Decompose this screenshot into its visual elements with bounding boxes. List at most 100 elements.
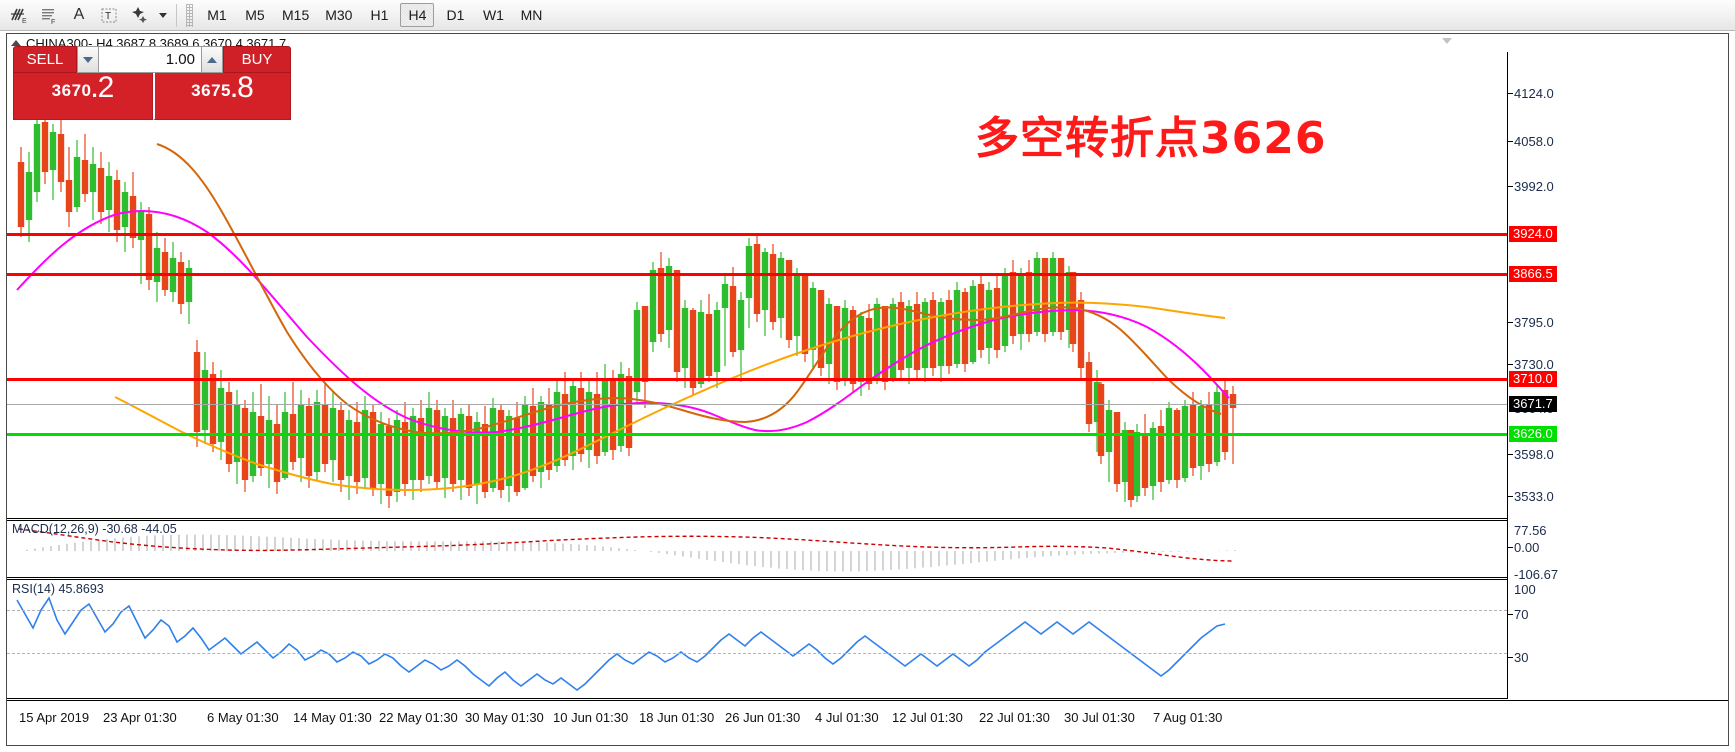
tick-mark [1508,93,1513,94]
collapse-triangle-icon[interactable] [11,40,21,46]
tick-mark [1508,496,1513,497]
time-label: 12 Jul 01:30 [892,710,963,725]
ma-gold-line [114,301,1226,492]
rsi-series [16,596,1226,691]
timeframe-h4[interactable]: H4 [400,3,435,27]
price-plot-area [7,52,1507,518]
indicators-icon[interactable]: E [4,2,34,29]
macd-plot-area [7,521,1507,577]
timeframe-d1[interactable]: D1 [446,7,465,23]
ma-orange-line [156,143,1222,435]
time-label: 10 Jun 01:30 [553,710,629,725]
rsi-line [16,596,1226,691]
tick-mark [1508,364,1513,365]
rsi-indicator-label: RSI(14) 45.8693 [12,582,104,596]
macd-series [18,528,1236,572]
level-line-3866[interactable] [7,273,1507,276]
tick-mark [1508,547,1513,548]
time-label: 30 May 01:30 [465,710,544,725]
text-icon[interactable]: A [73,6,85,23]
buy-price-integer: 3675 [191,81,231,100]
macd-pane[interactable]: MACD(12,26,9) -30.68 -44.05 [7,520,1507,578]
rsi-tick-100: 100 [1514,582,1536,597]
buy-price-display[interactable]: 3675 . 8 [153,73,291,120]
level-line-3924[interactable] [7,233,1507,236]
macd-tick-min: -106.67 [1514,567,1559,582]
time-label: 22 May 01:30 [379,710,458,725]
timeframe-m5[interactable]: M5 [245,7,265,23]
trade-panel-prices: 3670 . 2 3675 . 8 [13,73,291,120]
chevron-up-icon [207,56,217,63]
time-label: 14 May 01:30 [293,710,372,725]
sell-button[interactable]: SELL [13,46,77,73]
buy-button[interactable]: BUY [223,46,291,73]
time-label: 6 May 01:30 [207,710,279,725]
volume-increment-button[interactable] [201,46,223,73]
toolbar-divider [176,3,177,27]
price-pane[interactable] [7,52,1507,519]
price-tick-4124: 4124.0 [1514,86,1554,101]
sell-price-decimal: 2 [97,71,115,104]
macd-indicator-label: MACD(12,26,9) -30.68 -44.05 [12,522,177,536]
time-label: 4 Jul 01:30 [815,710,879,725]
rsi-level-70-line [7,610,1507,611]
toolbar-gripper[interactable] [186,3,193,27]
grid-icon[interactable]: F [34,2,64,29]
timeframe-m30[interactable]: M30 [325,7,353,23]
trade-panel-controls: SELL 1.00 BUY [13,46,291,73]
rsi-tick-30: 30 [1514,650,1529,665]
volume-decrement-button[interactable] [77,46,99,73]
price-tick-3795: 3795.0 [1514,315,1554,330]
ma-magenta-line [16,210,1230,434]
price-tag-3626[interactable]: 3626.0 [1509,426,1557,442]
timeframe-mn[interactable]: MN [520,7,543,23]
rsi-pane[interactable]: RSI(14) 45.8693 [7,579,1507,699]
tick-mark [1508,141,1513,142]
tick-mark [1508,186,1513,187]
price-tag-3866[interactable]: 3866.5 [1509,266,1557,282]
time-label: 15 Apr 2019 [19,710,90,725]
current-price-tag[interactable]: 3671.7 [1509,396,1557,412]
price-tick-3730: 3730.0 [1514,357,1554,372]
current-price-line [7,404,1507,405]
timeframe-h1[interactable]: H1 [370,7,389,23]
one-click-trading-panel: SELL 1.00 BUY 3670 . 2 3675 . [13,46,291,120]
chevron-down-icon [159,12,167,18]
volume-input[interactable]: 1.00 [99,46,201,73]
sell-price-integer: 3670 [51,81,92,100]
text-label-icon[interactable]: T [94,2,124,29]
buy-price-separator: . [231,77,238,102]
tick-mark [1508,454,1513,455]
chart-annotation-text[interactable]: 多空转折点3626 [975,113,1327,164]
sell-price-display[interactable]: 3670 . 2 [13,73,153,120]
main-toolbar: E F A T [0,0,1735,31]
timeframe-m15[interactable]: M15 [282,7,310,23]
macd-signal-line [18,528,1233,562]
level-line-3710[interactable] [7,378,1507,381]
macd-tick-zero: 0.00 [1514,540,1540,555]
scroll-marker-icon [1442,38,1452,44]
price-axis[interactable]: 4124.0 4058.0 3992.0 3924.0 3866.5 3795.… [1507,52,1728,699]
time-label: 30 Jul 01:30 [1064,710,1135,725]
price-tick-3533: 3533.0 [1514,489,1554,504]
objects-icon[interactable] [124,2,154,29]
time-label: 18 Jun 01:30 [639,710,715,725]
rsi-tick-70: 70 [1514,607,1529,622]
price-tag-3710[interactable]: 3710.0 [1509,371,1557,387]
buy-price-decimal: 8 [237,71,254,104]
timeframe-w1[interactable]: W1 [482,7,504,23]
svg-text:E: E [22,18,27,25]
level-line-3626[interactable] [7,433,1507,436]
rsi-plot-area [7,580,1507,698]
rsi-level-30-line [7,653,1507,654]
sell-price-separator: . [91,77,98,102]
svg-text:F: F [51,19,55,25]
tick-mark [1508,322,1513,323]
timeframe-m1[interactable]: M1 [207,7,227,23]
objects-dropdown-arrow-icon[interactable] [154,2,172,29]
price-tick-4058: 4058.0 [1514,134,1554,149]
time-axis[interactable]: 15 Apr 2019 23 Apr 01:30 6 May 01:30 14 … [7,700,1728,745]
time-label: 26 Jun 01:30 [725,710,801,725]
price-tag-3924[interactable]: 3924.0 [1509,226,1557,242]
